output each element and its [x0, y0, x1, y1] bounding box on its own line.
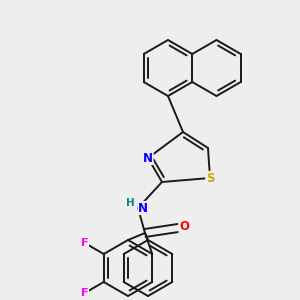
- Text: F: F: [81, 288, 88, 298]
- Text: H: H: [126, 198, 134, 208]
- Text: N: N: [138, 202, 148, 214]
- Text: F: F: [81, 238, 88, 248]
- Text: N: N: [143, 152, 153, 164]
- Text: O: O: [179, 220, 189, 232]
- Text: S: S: [206, 172, 214, 184]
